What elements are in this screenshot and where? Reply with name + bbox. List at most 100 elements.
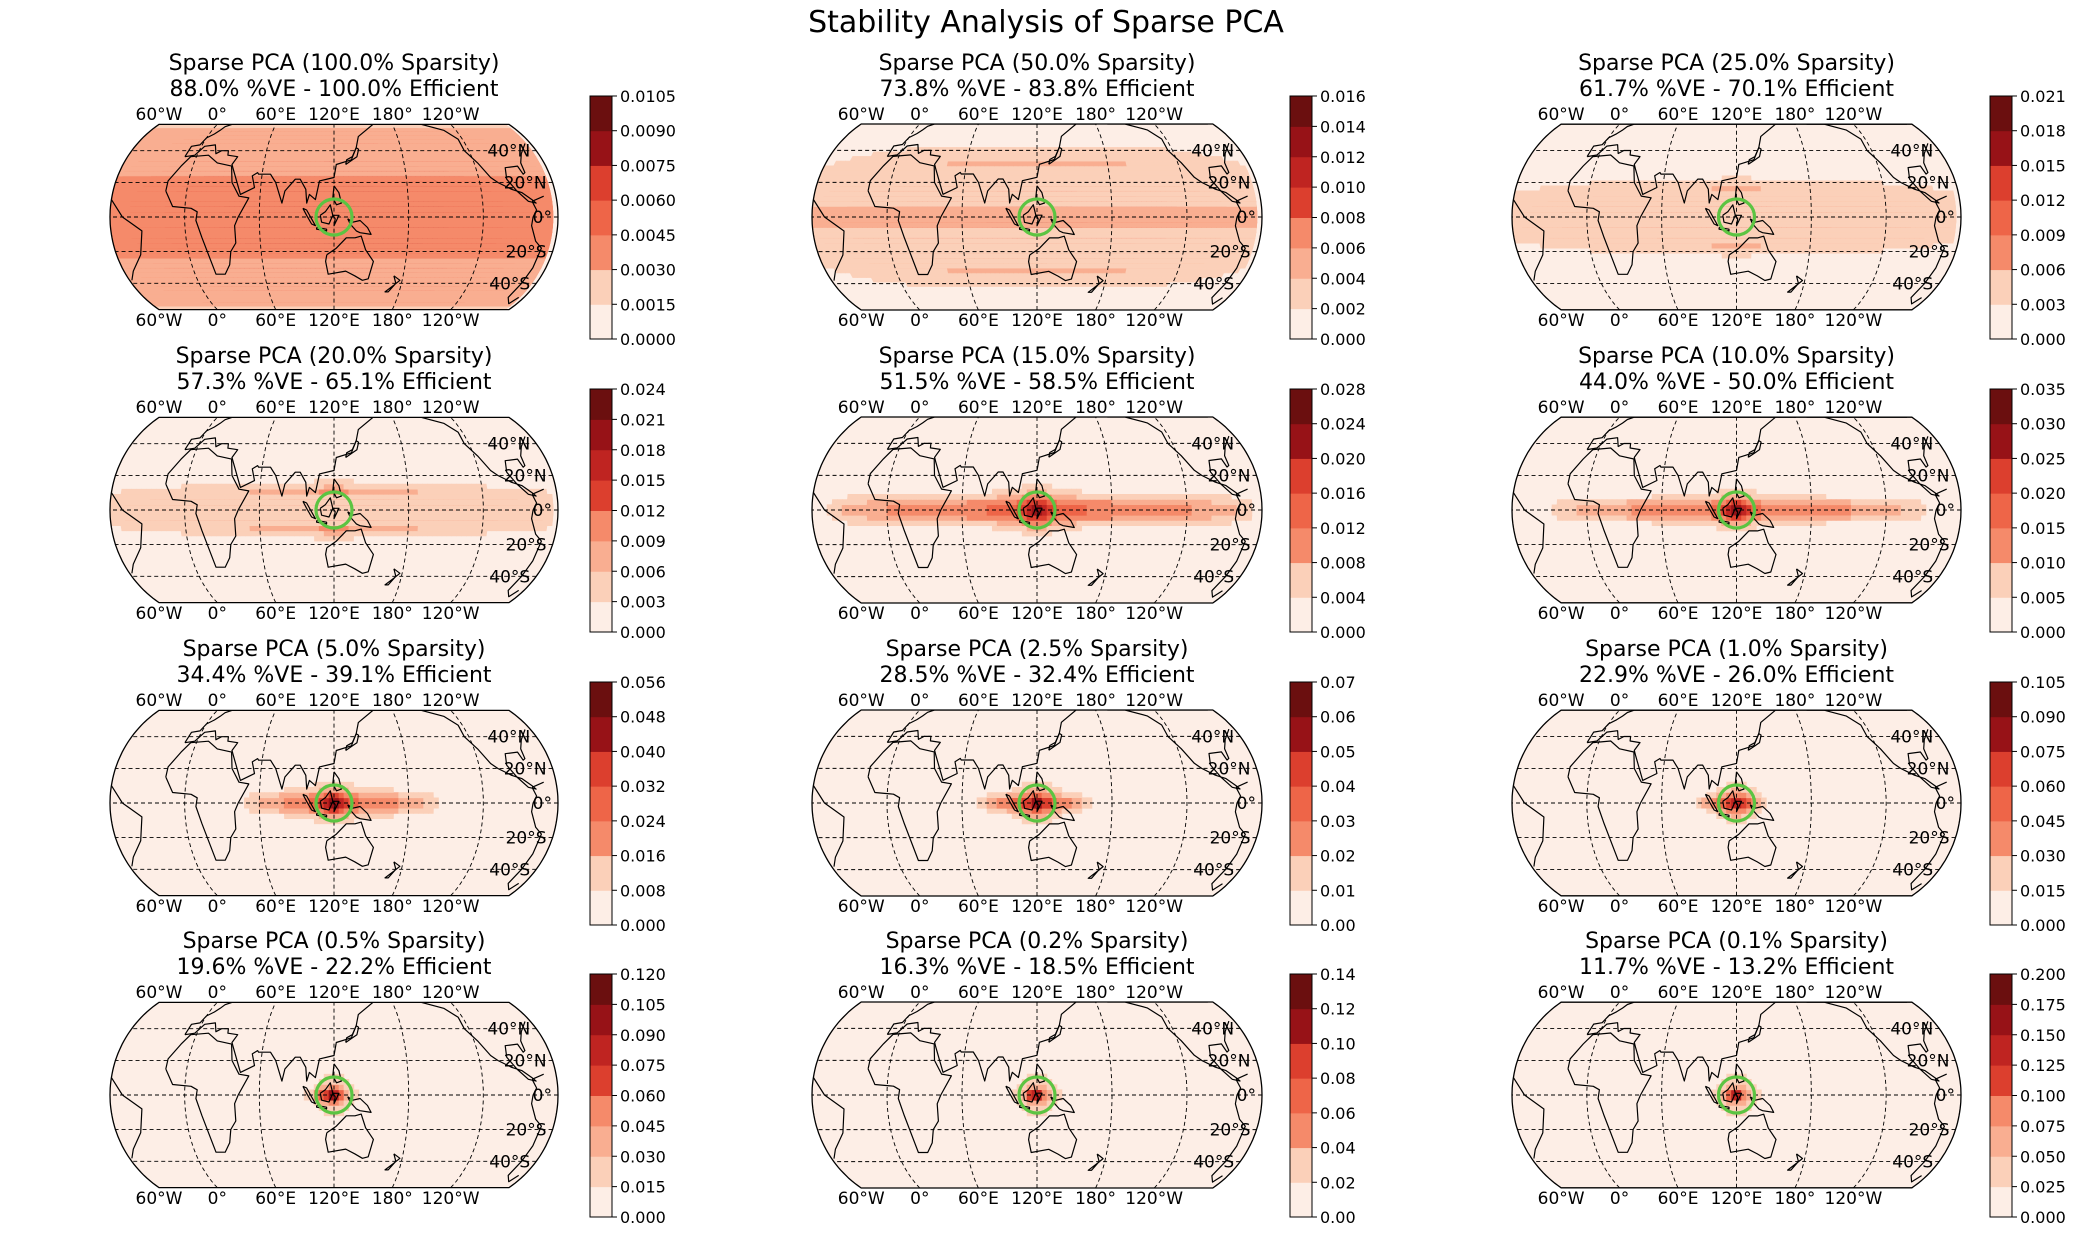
field-cell [111,237,552,244]
field-cell [1041,281,1047,287]
lat-label: 40°S [489,274,530,294]
colorbar-tick-label: 0.0105 [620,87,676,106]
field-cell [1018,281,1024,287]
colorbar-tick-label: 0.0075 [620,156,676,175]
field-cell [815,247,1254,254]
colorbar-tick-label: 0.0030 [620,261,676,280]
lon-label-top: 180° [372,105,413,125]
field-cell [1064,267,1071,274]
field-cell [999,272,1006,278]
field-cell [1036,281,1042,287]
colorbar-segment [590,200,612,236]
field-cell [1023,281,1029,287]
field-cell [1032,267,1038,274]
field-cell [119,165,544,172]
field-cell [133,286,531,291]
field-cell [1073,272,1080,278]
field-cell [813,237,1256,244]
field-cell [136,139,527,144]
field-cell [1009,277,1015,283]
field-cell [111,190,552,197]
field-cell [130,147,534,153]
field-cell [994,272,1001,278]
field-cell [1008,267,1015,274]
colorbar: 0.0000 0.0015 0.0030 0.0045 0.0060 0.0075 0.00… [589,87,676,349]
lon-label-top: 120°W [422,105,480,125]
field-cell [1027,281,1033,287]
field-cell [110,211,554,218]
field-cell [144,131,520,136]
map-panel: Sparse PCA (50.0% Sparsity)73.8% %VE - 8… [811,51,1366,349]
field-cell [112,242,551,249]
field-cell [1050,281,1056,287]
field-cell [1018,277,1024,283]
field-cell [1054,277,1061,283]
field-cell [812,222,1258,228]
field-cell [1013,272,1019,278]
colorbar-segment [590,130,612,166]
map-panel: Sparse PCA (100.0% Sparsity)88.0% %VE - … [109,51,676,349]
panel-title: Sparse PCA (50.0% Sparsity) [879,51,1196,76]
field-cell [819,258,1250,264]
colorbar-tick-label: 0.0015 [620,295,676,314]
field-cell [1009,281,1016,287]
lat-label: 0° [533,208,552,228]
field-cell [117,257,546,264]
field-cell [812,211,1258,218]
lon-label-bottom: 120°W [422,311,480,331]
field-cell [1022,267,1029,274]
field-cell [999,277,1006,283]
lon-label-bottom: 0° [208,311,227,331]
lat-label: 20°N [504,174,547,194]
colorbar-segment [590,269,612,305]
field-cell [821,263,1248,269]
panel-subtitle: 88.0% %VE - 100.0% Efficient [169,77,498,102]
field-cell [1074,267,1080,274]
field-cell [1054,281,1061,287]
field-cell [812,227,1257,233]
field-cell [1027,272,1033,278]
colorbar-tick-label: 0.0060 [620,191,676,210]
field-cell [113,247,550,254]
colorbar-tick-label: 0.0090 [620,122,676,141]
field-cell [1041,277,1047,283]
field-cell [110,221,554,228]
lon-label-bottom: 60°E [255,311,296,331]
field-cell [1050,277,1056,283]
colorbar-tick-label: 0.0000 [620,330,676,349]
field-cell [1013,281,1020,287]
field-cell [1041,272,1047,278]
field-cell [136,290,527,295]
field-cell [1000,281,1007,287]
field-cell [1004,281,1011,287]
field-cell [1017,267,1024,274]
colorbar-tick-label: 0.0045 [620,226,676,245]
field-cell [148,302,516,307]
colorbar-segment [590,165,612,201]
field-cell [1003,267,1010,274]
field-cell [1008,272,1015,278]
field-cell [121,267,542,273]
colorbar-segment [590,234,612,271]
field-cell [1013,277,1020,283]
lon-label-top: 0° [208,105,227,125]
field-cell [117,170,546,177]
field-cell [119,262,544,269]
lon-label-top: 120°E [308,105,360,125]
field-cell [112,185,551,192]
field-cell [140,294,524,299]
field-cell [130,281,534,287]
lon-label-bottom: 60°W [136,311,183,331]
field-cell [1017,272,1024,278]
field-cell [998,267,1005,274]
field-cell [127,277,537,283]
field-cell [1032,277,1038,283]
lon-label-bottom: 180° [372,311,413,331]
field-cell [1045,281,1051,287]
field-cell [140,135,524,140]
field-cell [110,227,553,233]
field-cell [994,267,1000,274]
field-cell [1045,272,1052,278]
field-cell [1036,277,1042,283]
